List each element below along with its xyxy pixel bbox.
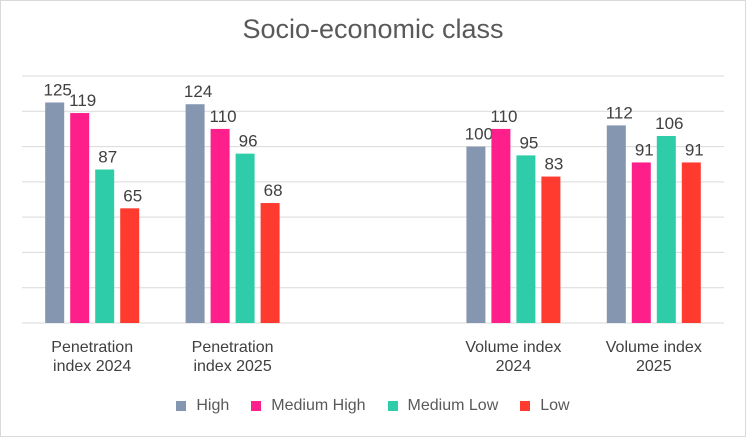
data-label: 83 xyxy=(544,155,563,174)
bar-medium-low xyxy=(656,135,676,323)
legend-swatch xyxy=(520,401,531,411)
legend-swatch xyxy=(176,401,187,411)
category-label-line: Penetration xyxy=(51,339,134,356)
bar-high xyxy=(606,125,626,324)
data-label: 91 xyxy=(685,140,704,159)
legend-label: Low xyxy=(540,397,570,414)
bar-high xyxy=(466,146,486,323)
category-label-line: Volume index xyxy=(605,339,702,356)
data-label: 96 xyxy=(239,132,258,151)
legend-label: Medium High xyxy=(271,397,366,414)
bar-medium-low xyxy=(516,155,536,323)
category-label-line: Volume index xyxy=(465,339,562,356)
data-label: 119 xyxy=(69,91,96,110)
data-label: 68 xyxy=(264,181,283,200)
bar-medium-low xyxy=(95,169,115,323)
category-label-line: index 2025 xyxy=(193,358,272,375)
data-label: 95 xyxy=(519,133,538,152)
legend-item: Medium High xyxy=(251,397,366,415)
legend-label: Medium Low xyxy=(407,397,499,414)
bar-medium-high xyxy=(491,128,511,323)
data-label: 91 xyxy=(635,140,654,159)
bar-high xyxy=(185,104,205,323)
category-label: Volume index 2025 xyxy=(584,338,724,376)
bar-low xyxy=(120,208,140,323)
data-label: 65 xyxy=(123,186,142,205)
category-label: Volume index 2024 xyxy=(443,338,583,376)
category-label-line: 2024 xyxy=(495,358,532,375)
category-label: Penetration index 2025 xyxy=(163,338,303,376)
legend-item: Medium Low xyxy=(387,397,499,415)
bar-low xyxy=(260,203,280,323)
legend-item: High xyxy=(176,397,229,415)
legend-item: Low xyxy=(520,397,570,415)
category-label-line: index 2024 xyxy=(53,358,132,375)
bar-medium-high xyxy=(210,128,230,323)
legend: High Medium High Medium Low Low xyxy=(0,397,746,415)
category-label-line: 2025 xyxy=(636,358,672,375)
bar-medium-high xyxy=(631,162,651,323)
legend-swatch xyxy=(251,401,262,411)
data-label: 100 xyxy=(465,125,493,144)
bar-low xyxy=(681,162,701,323)
category-label: Penetration index 2024 xyxy=(22,338,162,376)
data-label: 124 xyxy=(184,82,212,101)
data-label: 110 xyxy=(210,107,237,126)
data-label: 87 xyxy=(98,148,117,167)
data-label: 125 xyxy=(44,80,72,99)
data-label: 110 xyxy=(490,107,517,126)
bar-medium-low xyxy=(235,153,255,323)
category-label-line: Penetration xyxy=(191,339,274,356)
bar-low xyxy=(541,176,561,323)
bar-high xyxy=(45,102,65,323)
data-label: 106 xyxy=(655,114,683,133)
bar-medium-high xyxy=(70,113,90,323)
legend-label: High xyxy=(196,397,230,414)
data-label: 112 xyxy=(606,103,633,122)
legend-swatch xyxy=(387,401,398,411)
chart-title: Socio-economic class xyxy=(242,14,504,44)
